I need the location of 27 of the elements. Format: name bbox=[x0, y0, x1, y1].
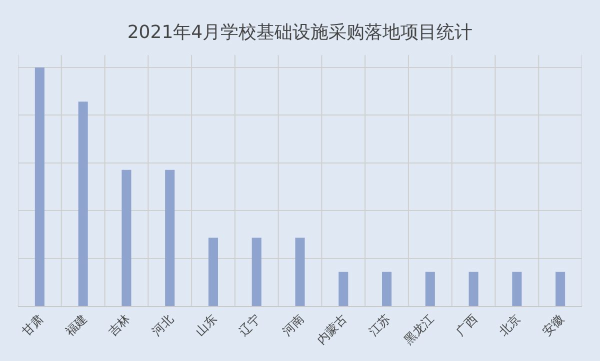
chart-title: 2021年4月学校基础设施采购落地项目统计 bbox=[127, 22, 473, 43]
x-tick-label: 吉林 bbox=[106, 312, 133, 339]
bar bbox=[122, 170, 132, 306]
bar bbox=[34, 68, 44, 306]
x-tick-label: 福建 bbox=[62, 312, 90, 339]
x-tick-label: 河北 bbox=[149, 312, 176, 339]
bar bbox=[425, 272, 435, 306]
bar bbox=[252, 238, 262, 306]
x-tick-label: 河南 bbox=[279, 312, 306, 339]
x-tick-label: 安徽 bbox=[540, 312, 567, 339]
x-tick-label: 北京 bbox=[496, 312, 524, 339]
bar bbox=[512, 272, 522, 306]
x-tick-label: 广西 bbox=[453, 312, 480, 339]
bar bbox=[78, 102, 88, 306]
x-tick-label: 甘肃 bbox=[19, 312, 46, 339]
x-tick-label: 江苏 bbox=[366, 312, 394, 339]
bar bbox=[382, 272, 392, 306]
x-tick-label: 黑龙江 bbox=[401, 312, 437, 348]
x-tick-label: 内蒙古 bbox=[314, 312, 350, 348]
bar bbox=[295, 238, 305, 306]
x-tick-label: 辽宁 bbox=[236, 312, 263, 339]
bar bbox=[165, 170, 175, 306]
bar bbox=[208, 238, 218, 306]
bar bbox=[338, 272, 348, 306]
bar bbox=[468, 272, 478, 306]
x-tick-label: 山东 bbox=[192, 312, 220, 339]
bar bbox=[556, 272, 566, 306]
